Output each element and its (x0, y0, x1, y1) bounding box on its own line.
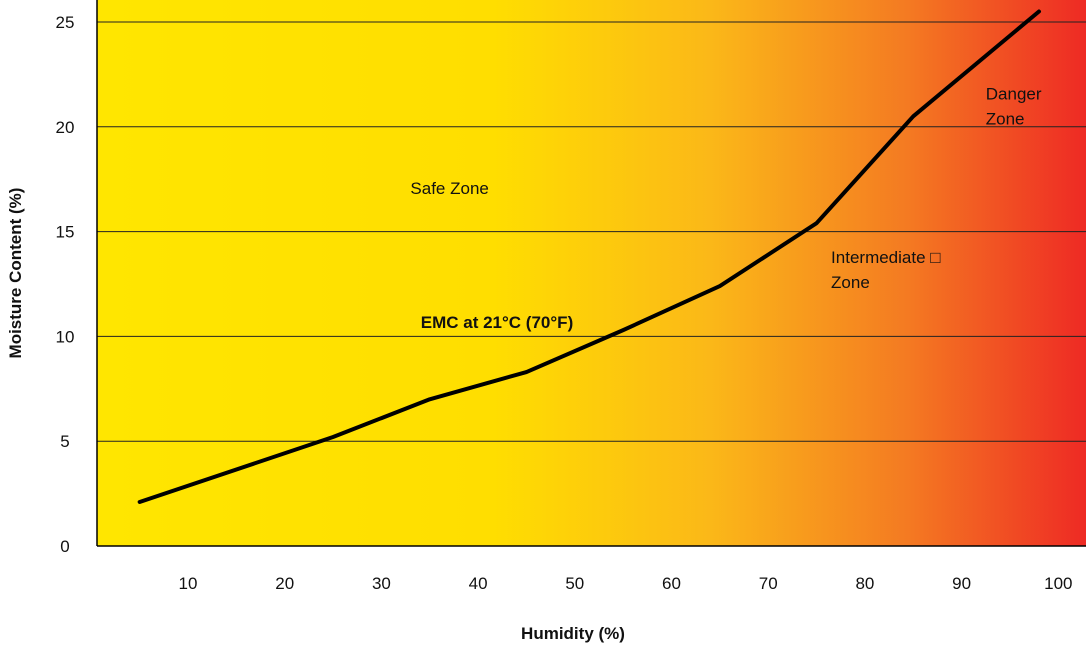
x-tick-label-20: 20 (275, 574, 294, 593)
x-tick-label-80: 80 (855, 574, 874, 593)
grid-lines (97, 21, 1086, 442)
y-tick-label-15: 15 (56, 223, 75, 242)
y-tick-labels: 0 5 10 15 20 25 (56, 13, 75, 556)
y-axis-title: Moisture Content (%) (6, 188, 25, 359)
y-tick-label-25: 25 (56, 13, 75, 32)
x-tick-label-100: 100 (1044, 574, 1072, 593)
y-tick-label-20: 20 (56, 118, 75, 137)
x-tick-label-30: 30 (372, 574, 391, 593)
zone-label-0: Safe Zone (410, 179, 488, 198)
x-tick-label-70: 70 (759, 574, 778, 593)
plot-background (97, 0, 1086, 546)
y-tick-label-5: 5 (60, 432, 69, 451)
series-lines (137, 9, 1041, 504)
x-tick-label-10: 10 (179, 574, 198, 593)
x-axis-title: Humidity (%) (521, 624, 625, 643)
x-tick-label-50: 50 (565, 574, 584, 593)
zone-label-2: Danger Zone (986, 85, 1042, 129)
x-tick-label-40: 40 (469, 574, 488, 593)
series-line-0 (137, 9, 1041, 504)
x-tick-label-60: 60 (662, 574, 681, 593)
zone-label-1: Intermediate □ Zone (831, 248, 941, 292)
axes (96, 0, 1086, 547)
zone-annotations: Safe Zone Intermediate □ Zone Danger Zone (410, 85, 1041, 292)
x-tick-label-90: 90 (952, 574, 971, 593)
y-tick-label-10: 10 (56, 327, 75, 346)
series-label: EMC at 21°C (70°F) (421, 313, 573, 332)
y-tick-label-0: 0 (60, 537, 69, 556)
x-tick-labels: 10 20 30 40 50 60 70 80 90 100 (179, 574, 1073, 593)
